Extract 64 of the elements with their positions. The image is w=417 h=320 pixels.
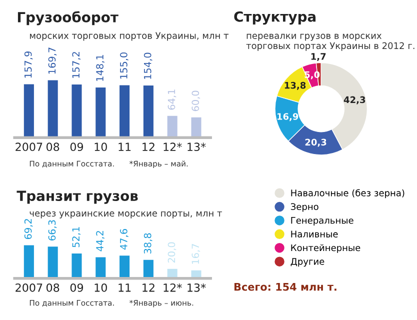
data-label: 44,2 — [96, 231, 104, 252]
data-label: 157,9 — [24, 52, 33, 78]
bar — [143, 86, 154, 138]
legend-label: Генеральные — [291, 217, 354, 226]
x-tick-label: 10 — [94, 142, 107, 152]
x-tick-label: 08 — [46, 142, 60, 152]
data-label: 69,2 — [24, 219, 33, 240]
data-label: 20,0 — [168, 242, 176, 263]
chart-title: Транзит грузов — [16, 190, 138, 204]
bar — [120, 85, 130, 138]
data-label: 66,3 — [48, 220, 57, 240]
data-label: 47,6 — [120, 229, 128, 250]
legend-label: Другие — [290, 258, 324, 267]
chart-subtitle: морских торговых портов Украины, млн т — [30, 32, 229, 41]
data-label: 1,7 — [311, 53, 326, 62]
chart-title: Структура — [234, 11, 316, 25]
data-label: 13,8 — [284, 82, 306, 90]
x-tick-label: 2007 — [16, 142, 42, 152]
data-label: 16,7 — [192, 244, 200, 264]
data-label: 52,1 — [72, 227, 81, 248]
data-label: 157,2 — [72, 52, 81, 78]
x-tick-label: 09 — [70, 283, 84, 292]
data-label: 148,1 — [96, 55, 104, 81]
data-label: 20,3 — [305, 138, 326, 147]
bar — [96, 257, 106, 278]
bar — [143, 260, 154, 278]
bar — [48, 246, 58, 278]
data-label: 154,0 — [144, 52, 152, 79]
bar — [24, 84, 34, 138]
x-tick-label: 12* — [164, 142, 182, 151]
legend-label: Навалочные (без зерна) — [291, 189, 404, 198]
legend-label: Зерно — [290, 203, 318, 212]
x-tick-label: 2007 — [16, 283, 42, 292]
x-tick-label: 10 — [94, 283, 107, 292]
bar — [120, 256, 130, 278]
data-label: 16,9 — [277, 113, 298, 122]
chart-title: Грузооборот — [18, 11, 118, 26]
data-label: 169,7 — [48, 48, 57, 74]
bar — [167, 116, 178, 138]
legend-label: Наливные — [291, 230, 338, 238]
data-label: 38,8 — [144, 233, 152, 254]
bar — [48, 80, 58, 138]
legend-label: Контейнерные — [291, 244, 360, 253]
x-tick-label: 12 — [142, 142, 154, 151]
data-label: 60,0 — [192, 90, 200, 112]
bar — [72, 253, 82, 278]
x-tick-label: 12* — [164, 283, 182, 292]
bar — [96, 88, 106, 138]
x-tick-label: 12 — [142, 283, 154, 292]
data-label: 42,3 — [344, 96, 366, 104]
x-tick-label: 13* — [188, 283, 206, 292]
x-tick-label: 11 — [118, 142, 131, 151]
bar — [72, 84, 82, 138]
x-tick-label: 13* — [188, 142, 206, 152]
bar — [24, 245, 34, 278]
text: Всего: 154 млн т. — [234, 283, 336, 291]
chart-subtitle: через украинские морские порты, млн т — [30, 211, 222, 218]
x-tick-label: 11 — [118, 284, 131, 292]
chart-subtitle: перевалки грузов в морских торговых портах Украины в 2012 г. — [246, 34, 414, 51]
x-tick-label: 09 — [70, 142, 84, 152]
data-label: 155,0 — [120, 52, 128, 79]
data-label: 64,1 — [168, 90, 176, 110]
x-tick-label: 08 — [46, 283, 60, 292]
bar — [191, 117, 202, 138]
